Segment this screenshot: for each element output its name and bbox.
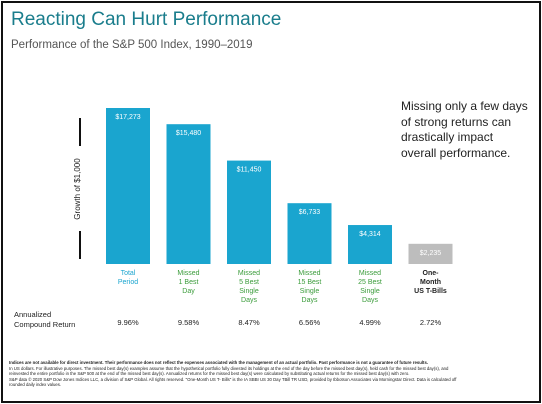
bar-value-label: $4,314: [359, 231, 381, 238]
footnote-line: In US dollars. For illustrative purposes…: [9, 365, 449, 371]
category-label: Single: [300, 288, 320, 295]
category-label: Missed: [177, 270, 199, 277]
category-label: 25 Best: [358, 279, 382, 286]
chart-title: Reacting Can Hurt Performance: [11, 9, 282, 30]
category-label: 1 Best: [179, 279, 199, 286]
bar-value-label: $6,733: [299, 209, 321, 216]
annualized-return-value: 9.96%: [117, 318, 139, 327]
bar: [408, 243, 453, 264]
bar-value-label: $11,450: [237, 167, 262, 174]
bar: [106, 108, 150, 264]
bar: [166, 124, 211, 265]
chart-subtitle: Performance of the S&P 500 Index, 1990–2…: [11, 39, 253, 51]
annualized-return-value: 2.72%: [420, 318, 442, 327]
callout-text: Missing only a few days of strong return…: [401, 99, 536, 161]
callout-line: overall performance.: [401, 145, 511, 160]
category-label: Single: [360, 288, 380, 295]
category-label: Days: [241, 297, 257, 304]
category-label: Missed: [359, 270, 381, 277]
annualized-return-value: 9.58%: [178, 318, 200, 327]
footnote-disclaimer: Indices are not available for direct inv…: [9, 360, 429, 365]
bar: [287, 203, 332, 264]
annualized-return-value: 8.47%: [238, 318, 260, 327]
category-label: Period: [118, 279, 138, 286]
category-label: Month: [420, 279, 441, 286]
bar: [227, 160, 271, 264]
footnote-line: S&P data © 2020 S&P Dow Jones Indices LL…: [9, 376, 457, 382]
row-label-line: Annualized: [14, 310, 52, 319]
category-label: Single: [239, 288, 259, 295]
callout-line: of strong returns can: [401, 114, 512, 129]
category-label: US T-Bills: [414, 288, 447, 295]
footnote-line: reinvested the entire portfolio in the S…: [9, 371, 410, 377]
bar-value-label: $15,480: [176, 130, 201, 137]
category-label: Days: [362, 297, 378, 304]
annualized-return-value: 6.56%: [299, 318, 321, 327]
footnote-line: rounded daily index values.: [9, 382, 62, 388]
category-label: Day: [182, 288, 195, 295]
category-label: Days: [302, 297, 318, 304]
category-label: Missed: [238, 270, 260, 277]
category-label: Missed: [298, 270, 320, 277]
bar-value-label: $2,235: [420, 250, 442, 257]
category-label: 15 Best: [298, 279, 322, 286]
bar: [348, 225, 392, 264]
category-label: 5 Best: [239, 279, 259, 286]
y-axis-label: Growth of $1,000: [73, 158, 82, 220]
annualized-return-value: 4.99%: [359, 318, 381, 327]
category-label: One-: [423, 270, 440, 277]
annualized-return-row-label: Annualized Compound Return: [14, 310, 75, 330]
callout-line: drastically impact: [401, 130, 494, 144]
footnote: Indices are not available for direct inv…: [9, 360, 531, 388]
bar-value-label: $17,273: [115, 114, 140, 121]
category-label: Total: [121, 270, 136, 277]
callout-line: Missing only a few days: [401, 99, 528, 113]
row-label-line: Compound Return: [14, 320, 76, 329]
